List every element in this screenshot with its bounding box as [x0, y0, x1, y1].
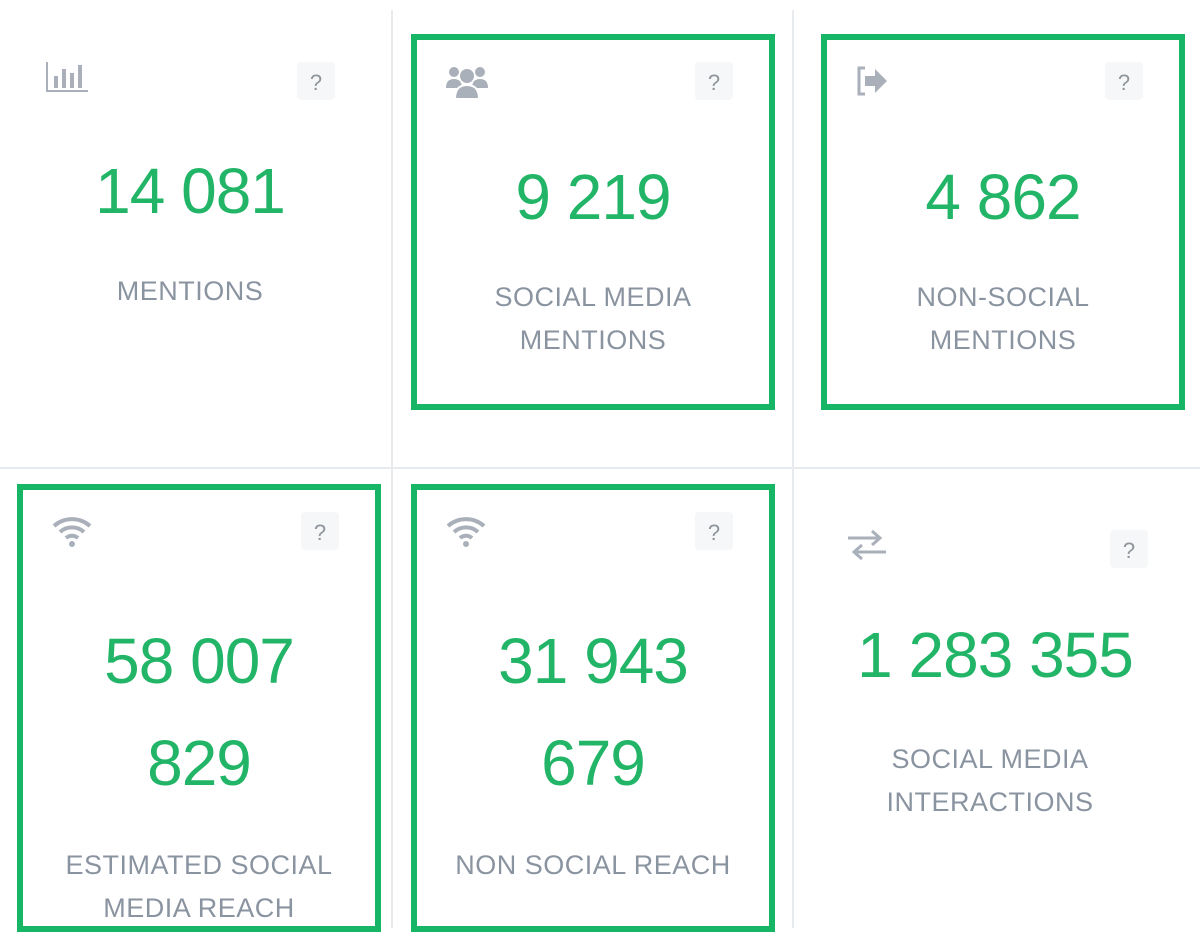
stat-label: SOCIAL MEDIA INTERACTIONS	[886, 744, 1094, 817]
stat-card-mentions: ? 14 081 MENTIONS	[0, 30, 380, 410]
stat-value: 31 943 679	[498, 625, 689, 799]
wifi-icon	[52, 517, 92, 547]
exchange-icon	[848, 529, 886, 561]
sign-out-icon	[857, 66, 887, 96]
bar-chart-icon	[46, 62, 88, 92]
help-button[interactable]: ?	[1105, 62, 1143, 100]
users-icon	[446, 67, 488, 100]
stat-label: MENTIONS	[116, 276, 264, 306]
stat-label: ESTIMATED SOCIAL MEDIA REACH	[65, 850, 333, 923]
stat-label: SOCIAL MEDIA MENTIONS	[494, 282, 692, 355]
stat-value: 9 219	[515, 161, 671, 233]
help-button[interactable]: ?	[695, 512, 733, 550]
stat-value: 1 283 355	[857, 619, 1134, 691]
stat-card-non-social-reach: ? 31 943 679 NON SOCIAL REACH	[411, 484, 775, 932]
help-button[interactable]: ?	[695, 62, 733, 100]
help-button[interactable]: ?	[1110, 530, 1148, 568]
stat-value: 58 007 829	[104, 625, 295, 799]
divider	[792, 10, 794, 928]
stat-value: 14 081	[95, 155, 286, 227]
stat-card-non-social-mentions: ? 4 862 NON-SOCIAL MENTIONS	[821, 34, 1185, 410]
help-button[interactable]: ?	[301, 512, 339, 550]
stat-card-estimated-social-media-reach: ? 58 007 829 ESTIMATED SOCIAL MEDIA REAC…	[17, 484, 381, 932]
help-button[interactable]: ?	[297, 62, 335, 100]
stat-card-social-media-mentions: ? 9 219 SOCIAL MEDIA MENTIONS	[411, 34, 775, 410]
wifi-icon	[446, 517, 486, 547]
divider	[391, 10, 393, 928]
stat-value: 4 862	[925, 161, 1081, 233]
divider	[0, 467, 1200, 469]
stat-label: NON-SOCIAL MENTIONS	[916, 282, 1090, 355]
stat-label: NON SOCIAL REACH	[455, 850, 731, 880]
stat-card-social-media-interactions: ? 1 283 355 SOCIAL MEDIA INTERACTIONS	[800, 490, 1200, 930]
